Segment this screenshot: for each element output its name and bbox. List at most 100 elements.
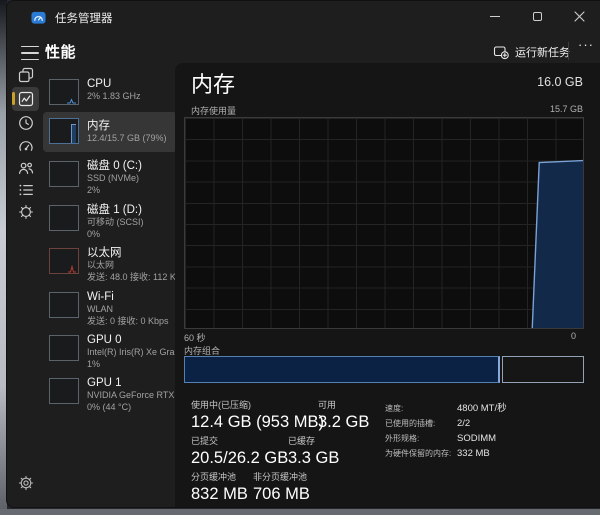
detail-value: 332 MB xyxy=(457,448,490,459)
close-icon xyxy=(573,10,585,22)
metric-sub: 以太网 xyxy=(87,260,115,270)
disk1-mini-graph xyxy=(49,205,79,231)
metric-title: GPU 1 xyxy=(87,377,122,389)
stat-label: 非分页缓冲池 xyxy=(253,472,308,482)
stat-value: 20.5/26.2 GB xyxy=(191,449,289,467)
sidebar-item-disk0[interactable]: 磁盘 0 (C:) SSD (NVMe) 2% xyxy=(43,155,177,199)
detail-label: 外形规格: xyxy=(385,434,420,443)
metric-sub2: 发送: 48.0 接收: 112 K xyxy=(87,271,175,282)
rail-item-details[interactable] xyxy=(12,178,39,202)
stat-label: 使用中(已压缩) xyxy=(191,400,251,410)
memory-detail-panel: 内存 16.0 GB 内存使用量 15.7 GB 60 秒 0 内存组合 使用中… xyxy=(175,63,600,507)
settings-gear-icon xyxy=(18,475,33,491)
metric-title: GPU 0 xyxy=(87,334,122,346)
gpu1-mini-graph xyxy=(49,378,79,404)
sidebar-item-gpu0[interactable]: GPU 0 Intel(R) Iris(R) Xe Grap 1% xyxy=(43,329,177,372)
stat-available: 可用 3.2 GB xyxy=(318,400,369,433)
metric-sub2: 0% xyxy=(87,228,101,239)
desktop-background-strip xyxy=(0,0,7,515)
more-options-button[interactable]: ··· xyxy=(578,37,594,52)
memory-usage-chart-label: 内存使用量 xyxy=(191,106,237,116)
detail-label: 已使用的插槽: xyxy=(385,419,436,428)
memory-usage-line xyxy=(531,159,583,328)
rail-item-services[interactable] xyxy=(12,200,39,224)
memory-composition-bar xyxy=(184,356,584,383)
metric-sub2: 发送: 0 接收: 0 Kbps xyxy=(87,315,169,326)
stat-value: 706 MB xyxy=(253,485,310,503)
maximize-icon xyxy=(532,11,542,21)
metric-title: 磁盘 0 (C:) xyxy=(87,160,142,172)
stat-label: 分页缓冲池 xyxy=(191,472,237,482)
sidebar-item-ethernet[interactable]: 以太网 以太网 发送: 48.0 接收: 112 K xyxy=(43,242,177,286)
task-manager-app-icon xyxy=(31,10,46,25)
minimize-button[interactable] xyxy=(474,1,516,31)
navigation-rail xyxy=(7,63,43,507)
startup-apps-icon xyxy=(18,141,33,151)
detail-hardware-reserved: 为硬件保留的内存: 332 MB xyxy=(385,447,490,460)
sidebar-item-memory[interactable]: 内存 12.4/15.7 GB (79%) xyxy=(43,112,177,152)
rail-item-users[interactable] xyxy=(12,156,39,180)
metric-sub2: 0% (44 °C) xyxy=(87,401,132,412)
stat-committed: 已提交 20.5/26.2 GB xyxy=(191,436,288,469)
stat-label: 已提交 xyxy=(191,436,219,446)
detail-value: 2/2 xyxy=(457,418,471,429)
stat-paged-pool: 分页缓冲池 832 MB xyxy=(191,472,248,505)
metric-sub: 12.4/15.7 GB (79%) xyxy=(87,133,167,143)
memory-mini-graph xyxy=(49,118,79,144)
window-title: 任务管理器 xyxy=(55,13,113,25)
stat-value: 12.4 GB (953 MB) xyxy=(191,413,324,431)
maximize-button[interactable] xyxy=(516,1,558,31)
rail-item-app-history[interactable] xyxy=(12,111,39,135)
detail-value: 4800 MT/秒 xyxy=(457,403,507,414)
metric-title: 内存 xyxy=(87,120,110,132)
stat-non-paged-pool: 非分页缓冲池 706 MB xyxy=(253,472,310,505)
run-new-task-button[interactable]: 运行新任务 xyxy=(493,41,570,63)
metric-sub: 2% 1.83 GHz xyxy=(87,91,141,101)
stat-value: 832 MB xyxy=(191,485,248,503)
rail-item-startup-apps[interactable] xyxy=(12,134,39,158)
stat-value: 3.2 GB xyxy=(318,413,370,431)
rail-item-processes[interactable] xyxy=(12,63,39,87)
detail-form-factor: 外形规格: SODIMM xyxy=(385,432,496,445)
desktop-background-strip-bottom xyxy=(0,509,600,515)
run-new-task-label: 运行新任务 xyxy=(515,47,570,59)
processes-icon xyxy=(18,67,33,83)
cpu-mini-graph xyxy=(49,79,79,105)
metric-sub2: 1% xyxy=(87,358,101,369)
header-divider xyxy=(568,42,569,60)
sidebar-item-cpu[interactable]: CPU 2% 1.83 GHz xyxy=(43,73,177,110)
selected-indicator-pill xyxy=(12,92,15,105)
metric-title: Wi-Fi xyxy=(87,291,114,303)
close-button[interactable] xyxy=(558,1,600,31)
details-icon xyxy=(19,184,33,196)
stat-label: 已缓存 xyxy=(288,436,316,446)
disk0-mini-graph xyxy=(49,161,79,187)
memory-title: 内存 xyxy=(191,72,236,97)
navigation-menu-button[interactable] xyxy=(18,44,42,62)
detail-speed: 速度: 4800 MT/秒 xyxy=(385,402,507,415)
app-history-icon xyxy=(18,116,33,130)
memory-usage-graph xyxy=(184,117,584,329)
metric-sub: 可移动 (SCSI) xyxy=(87,217,144,227)
stat-value: 3.3 GB xyxy=(288,449,340,467)
minimize-icon xyxy=(490,15,500,17)
ethernet-mini-graph xyxy=(49,248,79,274)
metric-sub: WLAN xyxy=(87,304,114,314)
memory-in-use-segment xyxy=(184,356,500,383)
sidebar-item-gpu1[interactable]: GPU 1 NVIDIA GeForce RTX 0% (44 °C) xyxy=(43,372,177,416)
settings-button[interactable] xyxy=(12,471,39,495)
stat-cached: 已缓存 3.3 GB xyxy=(288,436,339,469)
sidebar-item-wifi[interactable]: Wi-Fi WLAN 发送: 0 接收: 0 Kbps xyxy=(43,286,177,329)
memory-usage-chart-max: 15.7 GB xyxy=(549,104,583,114)
rail-item-performance[interactable] xyxy=(12,87,39,111)
task-manager-window: 任务管理器 性能 运行新任务 ··· xyxy=(6,0,600,508)
sidebar-item-disk1[interactable]: 磁盘 1 (D:) 可移动 (SCSI) 0% xyxy=(43,199,177,242)
detail-label: 速度: xyxy=(385,404,404,413)
detail-value: SODIMM xyxy=(457,433,497,444)
metric-title: 磁盘 1 (D:) xyxy=(87,204,142,216)
detail-label: 为硬件保留的内存: xyxy=(385,449,452,458)
time-axis-right-label: 0 xyxy=(571,331,577,341)
performance-icon xyxy=(18,91,33,107)
metric-title: 以太网 xyxy=(87,247,122,259)
wifi-mini-graph xyxy=(49,292,79,318)
